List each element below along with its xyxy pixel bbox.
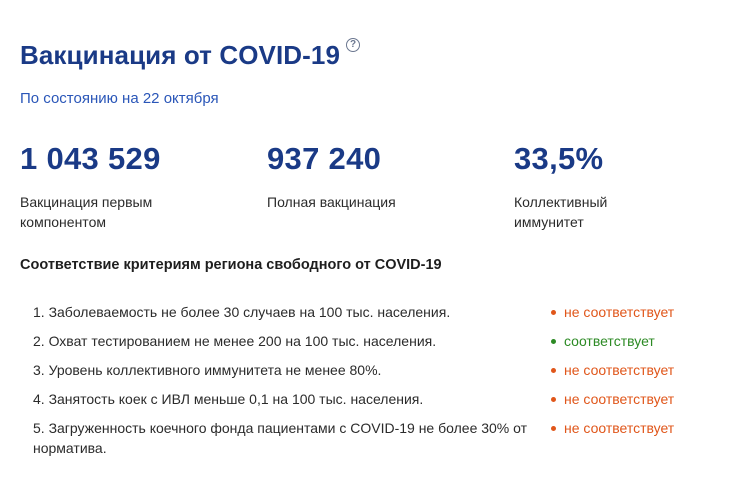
criteria-text: 2. Охват тестированием не менее 200 на 1… bbox=[33, 333, 437, 349]
criteria-item: 4. Занятость коек с ИВЛ меньше 0,1 на 10… bbox=[33, 389, 713, 409]
stat-first-component: 1 043 529 Вакцинация первым компонентом bbox=[20, 140, 240, 232]
stat-label: Коллективный иммунитет bbox=[514, 194, 608, 230]
criteria-text: 3. Уровень коллективного иммунитета не м… bbox=[33, 362, 382, 378]
status-indicator: не соответствует bbox=[551, 418, 674, 438]
page-title: Вакцинация от COVID-19 bbox=[20, 40, 341, 70]
criteria-text: 5. Загруженность коечного фонда пациента… bbox=[33, 420, 528, 456]
stat-value: 33,5% bbox=[514, 141, 604, 176]
status-indicator: соответствует bbox=[551, 331, 655, 351]
status-dot-icon bbox=[551, 338, 556, 344]
stat-value: 937 240 bbox=[267, 141, 382, 176]
date-subtitle: По состоянию на 22 октября bbox=[20, 90, 219, 107]
status-dot-icon bbox=[551, 367, 556, 373]
question-circle-icon[interactable]: ? bbox=[346, 38, 361, 52]
stat-herd-immunity: 33,5% Коллективный иммунитет bbox=[514, 140, 734, 232]
status-dot-icon bbox=[551, 396, 556, 402]
status-label: не соответствует bbox=[564, 362, 675, 378]
status-label: соответствует bbox=[564, 333, 655, 349]
status-indicator: не соответствует bbox=[551, 360, 674, 380]
status-indicator: не соответствует bbox=[551, 389, 674, 409]
criteria-title: Соответствие критериям региона свободног… bbox=[20, 257, 442, 273]
criteria-list: 1. Заболеваемость не более 30 случаев на… bbox=[33, 302, 713, 467]
status-label: не соответствует bbox=[564, 420, 675, 436]
criteria-item: 2. Охват тестированием не менее 200 на 1… bbox=[33, 331, 713, 351]
status-indicator: не соответствует bbox=[551, 302, 674, 322]
criteria-item: 3. Уровень коллективного иммунитета не м… bbox=[33, 360, 713, 380]
stat-label: Вакцинация первым компонентом bbox=[20, 194, 153, 230]
header: Вакцинация от COVID-19 ? bbox=[20, 38, 361, 72]
criteria-text: 1. Заболеваемость не более 30 случаев на… bbox=[33, 304, 451, 320]
status-dot-icon bbox=[551, 425, 556, 431]
criteria-item: 1. Заболеваемость не более 30 случаев на… bbox=[33, 302, 713, 322]
status-label: не соответствует bbox=[564, 304, 675, 320]
criteria-item: 5. Загруженность коечного фонда пациента… bbox=[33, 418, 713, 458]
stat-full-vaccination: 937 240 Полная вакцинация bbox=[267, 140, 487, 212]
stat-label: Полная вакцинация bbox=[267, 194, 396, 210]
status-dot-icon bbox=[551, 309, 556, 315]
status-label: не соответствует bbox=[564, 391, 675, 407]
stat-value: 1 043 529 bbox=[20, 141, 161, 176]
criteria-text: 4. Занятость коек с ИВЛ меньше 0,1 на 10… bbox=[33, 391, 424, 407]
